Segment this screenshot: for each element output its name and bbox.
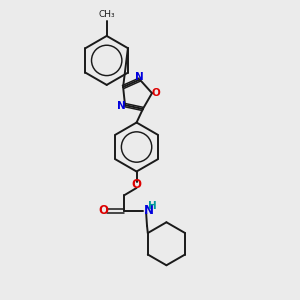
Text: N: N: [135, 72, 144, 82]
Text: O: O: [99, 204, 109, 218]
Text: H: H: [148, 201, 157, 211]
Text: O: O: [151, 88, 160, 98]
Text: CH₃: CH₃: [98, 10, 115, 19]
Text: O: O: [132, 178, 142, 190]
Text: N: N: [144, 203, 154, 217]
Text: N: N: [117, 101, 126, 111]
